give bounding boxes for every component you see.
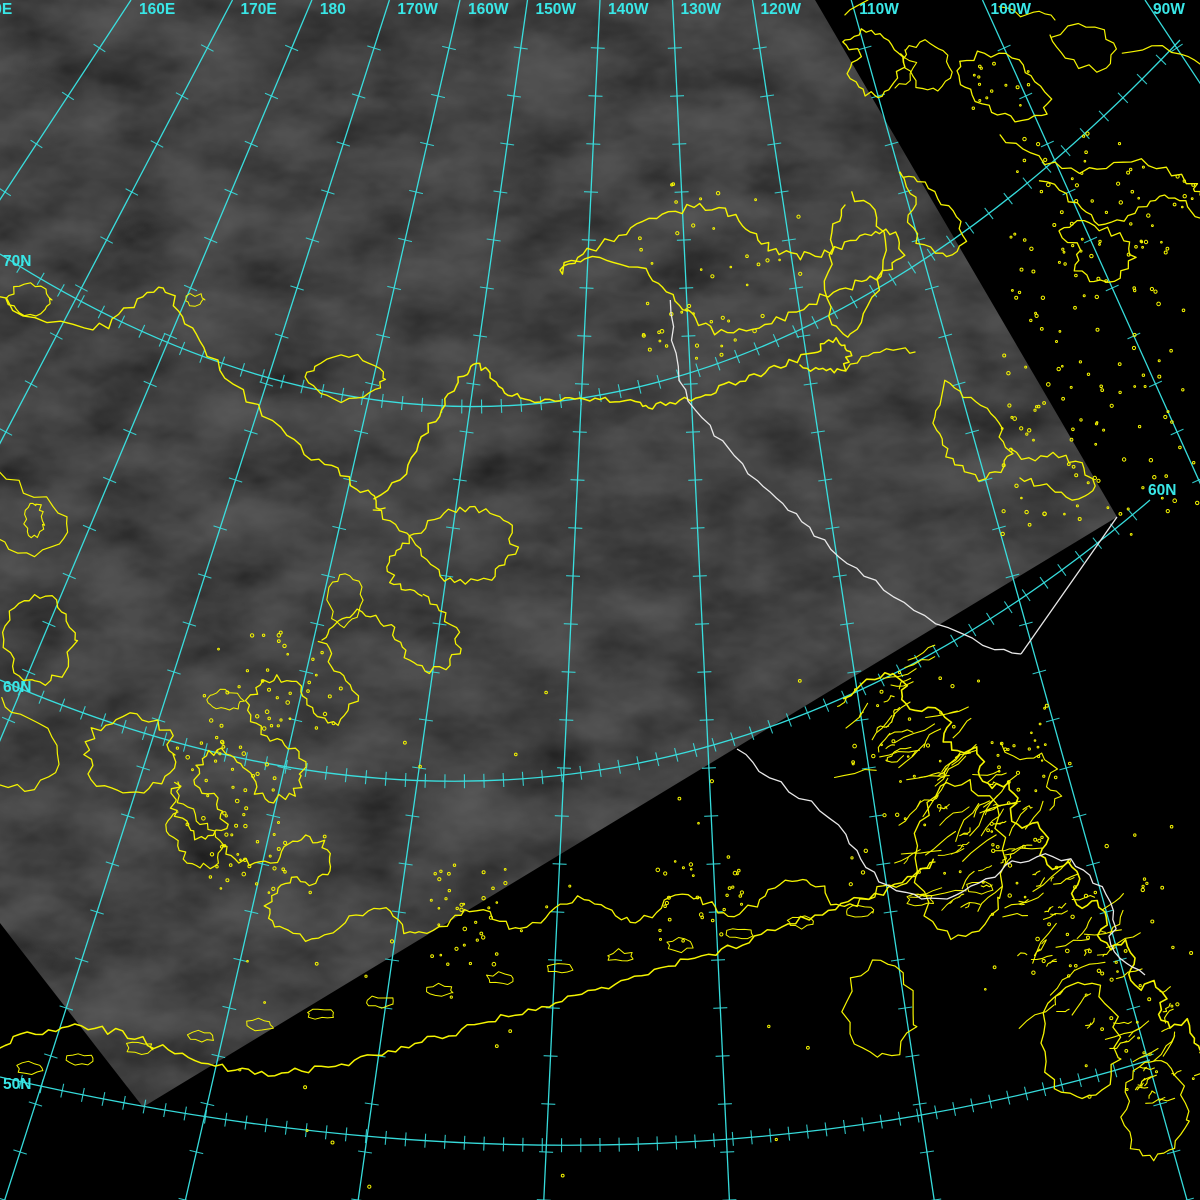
svg-text:130W: 130W [681, 1, 722, 18]
svg-text:110W: 110W [859, 1, 899, 18]
svg-text:50N: 50N [3, 1076, 31, 1093]
svg-text:140W: 140W [608, 1, 649, 18]
svg-text:70N: 70N [3, 253, 31, 270]
svg-text:180: 180 [320, 1, 346, 18]
svg-text:150E: 150E [0, 1, 12, 18]
svg-text:170E: 170E [241, 1, 277, 18]
svg-text:150W: 150W [536, 1, 577, 18]
svg-text:120W: 120W [761, 1, 802, 18]
svg-text:100W: 100W [991, 1, 1032, 18]
svg-text:60N: 60N [1148, 482, 1176, 499]
svg-text:90W: 90W [1153, 1, 1185, 18]
svg-text:160W: 160W [468, 1, 509, 18]
svg-text:170W: 170W [397, 1, 438, 18]
svg-text:160E: 160E [139, 1, 175, 18]
svg-text:60N: 60N [3, 679, 31, 696]
